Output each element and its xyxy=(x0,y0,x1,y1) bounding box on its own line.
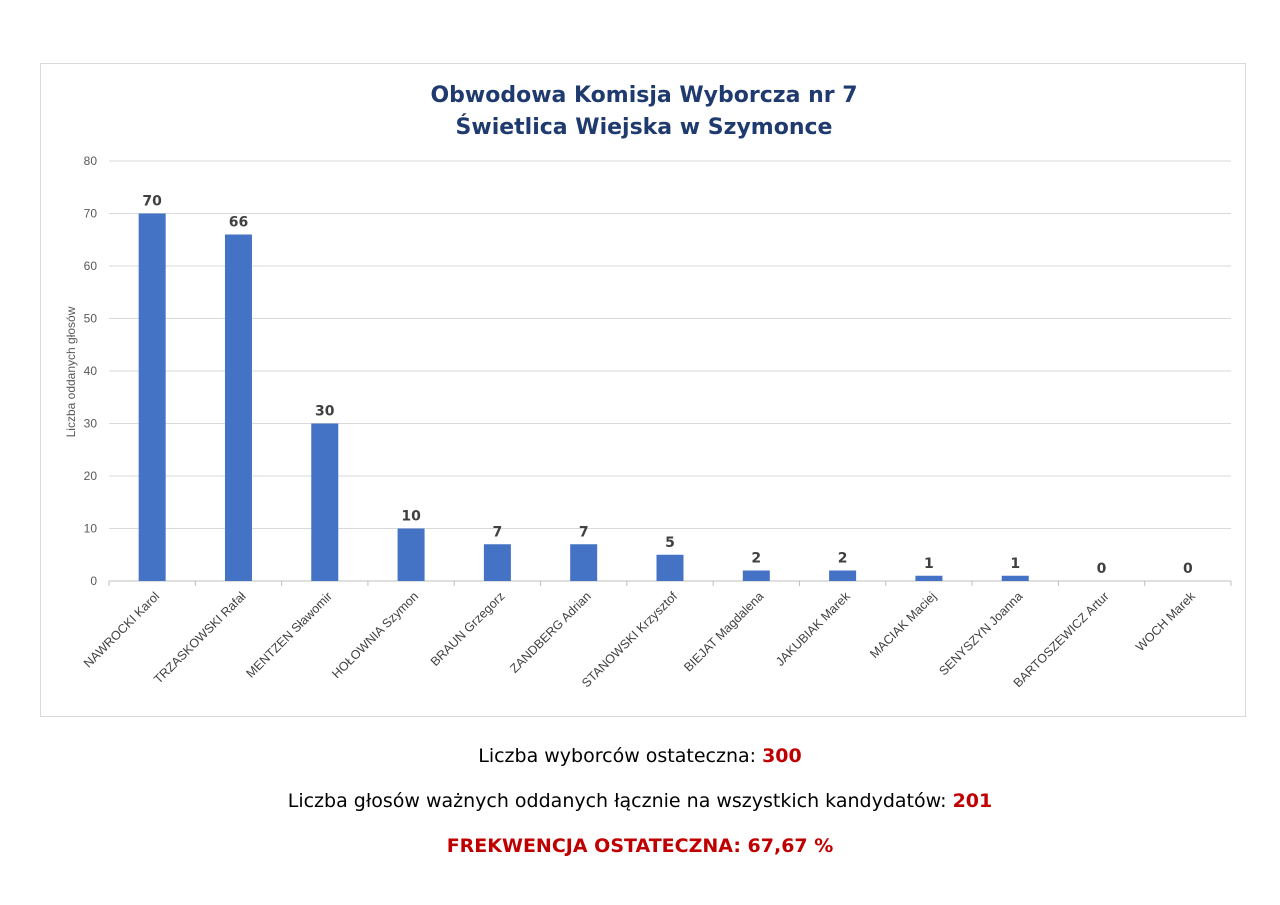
bar xyxy=(829,570,857,581)
bar-chart: Obwodowa Komisja Wyborcza nr 7 Świetlica… xyxy=(64,83,1232,691)
data-label: 2 xyxy=(838,551,848,567)
y-tick-label: 80 xyxy=(84,154,98,168)
data-label: 66 xyxy=(229,215,248,231)
y-axis-label: Liczba oddanych głosów xyxy=(64,306,78,437)
x-category-label: BRAUN Grzegorz xyxy=(428,589,508,669)
y-tick-label: 10 xyxy=(84,522,98,536)
gridlines xyxy=(108,160,1232,586)
voters-count-value: 300 xyxy=(762,745,802,767)
data-label: 1 xyxy=(1010,556,1020,572)
y-tick-label: 60 xyxy=(84,259,98,273)
bar xyxy=(224,234,252,581)
data-label: 30 xyxy=(315,404,335,420)
bar xyxy=(138,213,166,581)
data-label: 10 xyxy=(401,509,421,525)
y-tick-label: 20 xyxy=(84,469,98,483)
x-category-label: STANOWSKI Krzysztof xyxy=(579,589,680,690)
bar xyxy=(742,570,770,581)
bar xyxy=(915,575,943,581)
valid-votes-value: 201 xyxy=(952,790,993,812)
data-label: 5 xyxy=(665,535,675,551)
y-tick-label: 40 xyxy=(84,364,98,378)
chart-title-line-1: Obwodowa Komisja Wyborcza nr 7 xyxy=(430,83,857,108)
data-label: 70 xyxy=(142,194,162,210)
data-label: 7 xyxy=(493,524,503,540)
chart-title-line-2: Świetlica Wiejska w Szymonce xyxy=(456,114,833,140)
valid-votes-label: Liczba głosów ważnych oddanych łącznie n… xyxy=(287,790,953,812)
x-category-label: WOCH Marek xyxy=(1133,589,1198,654)
turnout-line: FREKWENCJA OSTATECZNA: 67,67 % xyxy=(446,835,834,857)
x-category-label: BIEJAT Magdalena xyxy=(681,589,766,674)
x-category-label: HOŁOWNIA Szymon xyxy=(329,589,421,681)
y-tick-label: 50 xyxy=(84,312,98,326)
x-category-label: MACIAK Maciej xyxy=(867,589,939,661)
data-label: 2 xyxy=(751,551,761,567)
x-category-label: JAKUBIAK Marek xyxy=(773,589,853,669)
bar xyxy=(656,554,684,581)
valid-votes-line: Liczba głosów ważnych oddanych łącznie n… xyxy=(0,790,1280,812)
y-tick-label: 70 xyxy=(84,207,98,221)
y-axis-ticks: 0 10 20 30 40 50 60 70 80 xyxy=(84,154,98,588)
chart-frame: Obwodowa Komisja Wyborcza nr 7 Świetlica… xyxy=(40,63,1246,717)
chart-title: Obwodowa Komisja Wyborcza nr 7 Świetlica… xyxy=(430,83,857,140)
bar xyxy=(397,528,425,581)
x-category-label: SENYSZYN Joanna xyxy=(936,589,1025,678)
data-label: 0 xyxy=(1183,561,1193,577)
bar xyxy=(570,544,598,581)
bars xyxy=(138,213,1029,581)
bar xyxy=(311,423,339,581)
x-category-label: BARTOSZEWICZ Artur xyxy=(1011,589,1112,690)
x-category-label: TRZASKOWSKI Rafał xyxy=(151,589,248,686)
data-label: 7 xyxy=(579,524,589,540)
bar xyxy=(1001,575,1029,581)
data-label: 0 xyxy=(1097,561,1107,577)
x-category-label: ZANDBERG Adrian xyxy=(507,589,594,676)
x-category-label: NAWROCKI Karol xyxy=(81,589,162,670)
voters-count-line: Liczba wyborców ostateczna: 300 xyxy=(0,745,1280,767)
y-tick-label: 30 xyxy=(84,417,98,431)
data-label: 1 xyxy=(924,556,934,572)
bar xyxy=(483,544,511,581)
y-tick-label: 0 xyxy=(90,574,97,588)
x-category-label: MENTZEN Sławomir xyxy=(243,589,334,680)
voters-count-label: Liczba wyborców ostateczna: xyxy=(478,745,763,767)
